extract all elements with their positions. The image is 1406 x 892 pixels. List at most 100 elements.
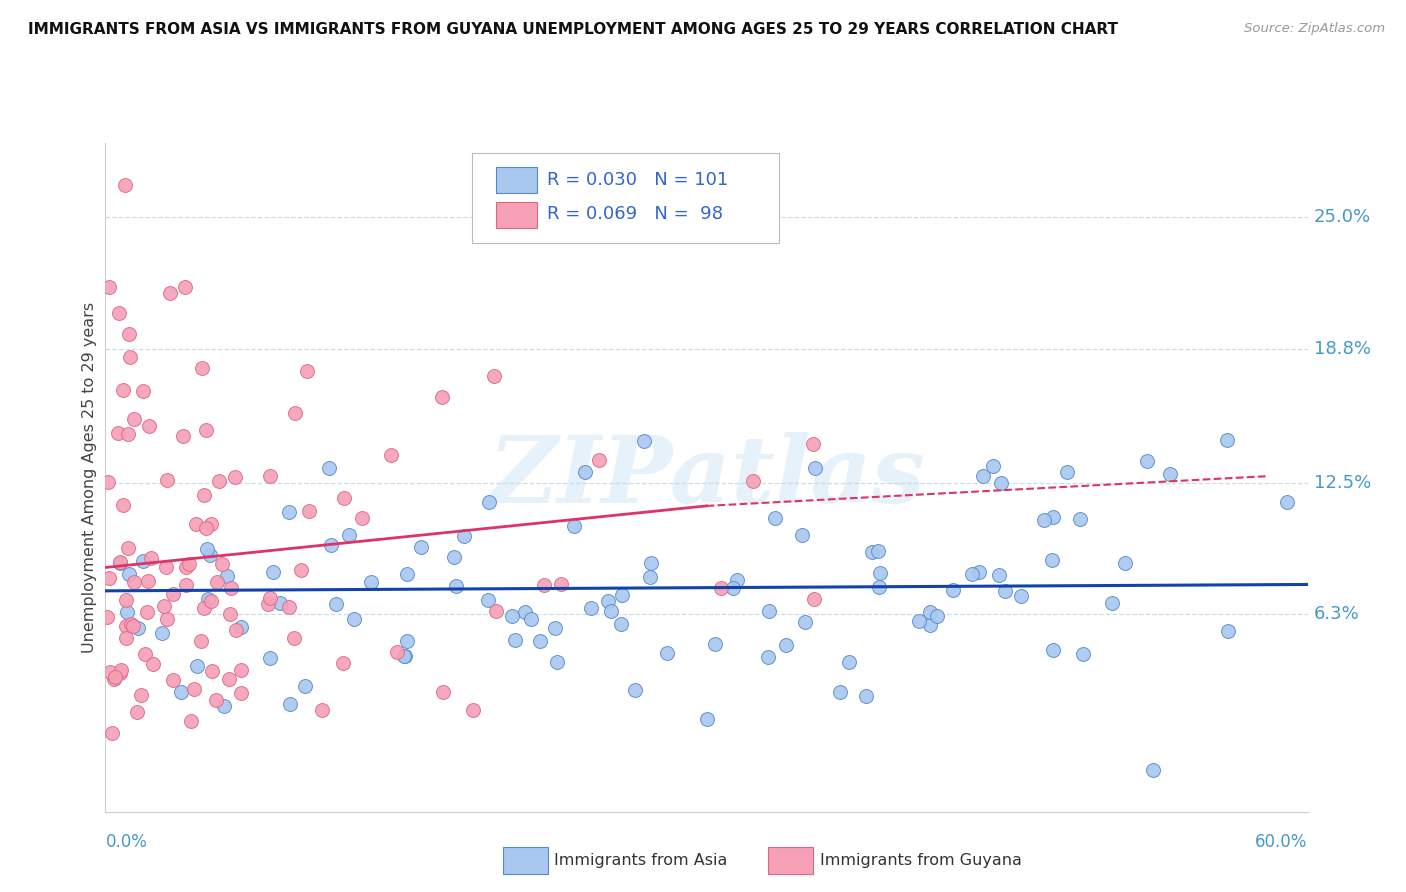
Point — [533, 578, 555, 592]
Text: 18.8%: 18.8% — [1313, 340, 1371, 358]
Point — [108, 554, 131, 568]
Point — [110, 556, 132, 570]
Point — [333, 491, 356, 506]
Point — [111, 498, 134, 512]
Point — [200, 593, 222, 607]
Point — [156, 612, 179, 626]
Point — [793, 615, 815, 629]
Point — [257, 597, 280, 611]
Point — [132, 554, 155, 568]
Point — [477, 593, 499, 607]
Text: 0.0%: 0.0% — [105, 833, 148, 851]
Point — [214, 699, 236, 714]
Point — [640, 556, 662, 570]
Point — [283, 631, 305, 645]
Point — [1136, 454, 1159, 468]
Point — [411, 540, 433, 554]
Point — [830, 685, 852, 699]
Point — [218, 672, 240, 686]
Point — [229, 663, 252, 677]
Point — [453, 529, 475, 543]
Point — [269, 597, 291, 611]
Point — [115, 631, 138, 645]
Point — [183, 682, 205, 697]
Point — [574, 465, 596, 479]
Point — [190, 360, 212, 375]
Point — [855, 689, 877, 703]
Point — [294, 679, 316, 693]
Point — [125, 705, 148, 719]
Point — [195, 541, 218, 556]
Point — [758, 604, 780, 618]
Point — [298, 504, 321, 518]
Point — [696, 712, 718, 726]
Text: IMMIGRANTS FROM ASIA VS IMMIGRANTS FROM GUYANA UNEMPLOYMENT AMONG AGES 25 TO 29 : IMMIGRANTS FROM ASIA VS IMMIGRANTS FROM … — [28, 22, 1118, 37]
Point — [395, 633, 418, 648]
Point — [432, 685, 454, 699]
Point — [655, 646, 678, 660]
Point — [229, 619, 252, 633]
Point — [838, 655, 860, 669]
Point — [343, 611, 366, 625]
Point — [96, 610, 118, 624]
Point — [193, 600, 215, 615]
Point — [259, 468, 281, 483]
Point — [1010, 589, 1032, 603]
Text: Source: ZipAtlas.com: Source: ZipAtlas.com — [1244, 22, 1385, 36]
Point — [225, 623, 247, 637]
Point — [394, 648, 416, 663]
Text: Immigrants from Asia: Immigrants from Asia — [554, 854, 727, 868]
Point — [156, 473, 179, 487]
Point — [141, 551, 163, 566]
Point — [321, 538, 343, 552]
Point — [1216, 433, 1239, 447]
Point — [775, 638, 797, 652]
Point — [1033, 513, 1056, 527]
Point — [205, 693, 228, 707]
Point — [98, 571, 121, 585]
Point — [136, 574, 159, 589]
Point — [790, 528, 813, 542]
Point — [231, 686, 253, 700]
Point — [610, 616, 633, 631]
Point — [1114, 556, 1136, 570]
Text: 12.5%: 12.5% — [1313, 474, 1371, 491]
Point — [1071, 647, 1094, 661]
Point — [215, 568, 238, 582]
Point — [395, 566, 418, 581]
Point — [803, 592, 825, 607]
Point — [101, 726, 124, 740]
Point — [866, 544, 889, 558]
Point — [200, 548, 222, 562]
Point — [444, 578, 467, 592]
Point — [134, 647, 156, 661]
Point — [544, 622, 567, 636]
Point — [118, 326, 141, 341]
Point — [159, 285, 181, 300]
Point — [994, 583, 1017, 598]
Point — [284, 406, 307, 420]
Point — [596, 594, 619, 608]
Point — [162, 587, 184, 601]
Point — [588, 452, 610, 467]
Point — [520, 611, 543, 625]
Point — [110, 663, 132, 677]
Point — [114, 619, 136, 633]
Point — [108, 666, 131, 681]
Point — [184, 517, 207, 532]
FancyBboxPatch shape — [496, 167, 537, 193]
Point — [150, 625, 173, 640]
Point — [564, 518, 586, 533]
Point — [122, 619, 145, 633]
Point — [385, 645, 408, 659]
Point — [190, 633, 212, 648]
Point — [98, 280, 121, 294]
Point — [804, 461, 827, 475]
Point — [111, 383, 134, 397]
Point — [194, 521, 217, 535]
Point — [290, 563, 312, 577]
Point — [1216, 624, 1239, 639]
Point — [550, 577, 572, 591]
Point — [612, 587, 634, 601]
Point — [332, 656, 354, 670]
